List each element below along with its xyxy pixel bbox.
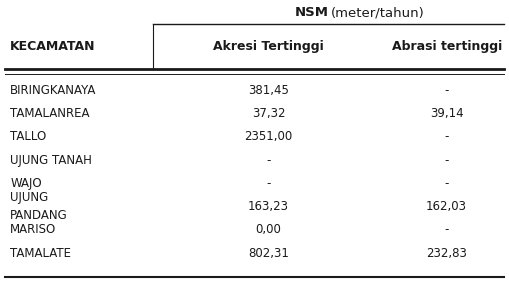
Text: (meter/tahun): (meter/tahun) — [331, 6, 425, 19]
Text: 163,23: 163,23 — [248, 200, 289, 213]
Text: NSM: NSM — [294, 6, 328, 19]
Text: UJUNG TANAH: UJUNG TANAH — [10, 154, 92, 167]
Text: 2351,00: 2351,00 — [244, 130, 293, 143]
Text: -: - — [266, 154, 271, 167]
Text: BIRINGKANAYA: BIRINGKANAYA — [10, 84, 97, 97]
Text: 802,31: 802,31 — [248, 246, 289, 260]
Text: 39,14: 39,14 — [430, 107, 464, 120]
Text: TAMALANREA: TAMALANREA — [10, 107, 90, 120]
Text: TAMALATE: TAMALATE — [10, 246, 71, 260]
Text: 162,03: 162,03 — [426, 200, 467, 213]
Text: -: - — [444, 130, 449, 143]
Text: -: - — [266, 177, 271, 190]
Text: -: - — [444, 177, 449, 190]
Text: WAJO: WAJO — [10, 177, 42, 190]
Text: 37,32: 37,32 — [252, 107, 285, 120]
Text: MARISO: MARISO — [10, 223, 56, 236]
Text: -: - — [444, 154, 449, 167]
Text: TALLO: TALLO — [10, 130, 46, 143]
Text: KECAMATAN: KECAMATAN — [10, 40, 96, 53]
Text: Abrasi tertinggi: Abrasi tertinggi — [391, 40, 502, 53]
Text: 381,45: 381,45 — [248, 84, 289, 97]
Text: -: - — [444, 84, 449, 97]
Text: 232,83: 232,83 — [426, 246, 467, 260]
Text: UJUNG: UJUNG — [10, 191, 48, 204]
Text: -: - — [444, 223, 449, 236]
Text: 0,00: 0,00 — [256, 223, 281, 236]
Text: PANDANG: PANDANG — [10, 209, 68, 222]
Text: Akresi Tertinggi: Akresi Tertinggi — [213, 40, 324, 53]
